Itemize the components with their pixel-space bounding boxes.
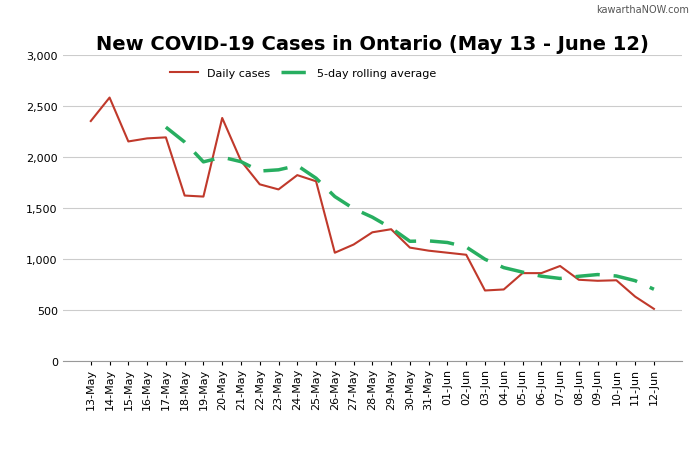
5-day rolling average (443, 240, 452, 246)
Daily cases (594, 278, 602, 284)
Daily cases (368, 230, 377, 236)
5-day rolling average (387, 226, 395, 232)
Daily cases (481, 288, 489, 294)
Daily cases (312, 179, 320, 185)
5-day rolling average (594, 272, 602, 278)
Line: Daily cases: Daily cases (90, 98, 654, 309)
5-day rolling average (237, 160, 245, 165)
5-day rolling average (349, 206, 358, 212)
Title: New COVID-19 Cases in Ontario (May 13 - June 12): New COVID-19 Cases in Ontario (May 13 - … (96, 35, 649, 54)
5-day rolling average (368, 215, 377, 220)
5-day rolling average (500, 265, 508, 271)
Daily cases (199, 194, 207, 200)
Daily cases (218, 116, 226, 121)
5-day rolling average (519, 270, 527, 275)
Daily cases (274, 187, 283, 193)
Daily cases (500, 287, 508, 293)
Daily cases (237, 159, 245, 164)
Daily cases (612, 278, 621, 283)
Daily cases (293, 173, 301, 179)
5-day rolling average (218, 155, 226, 161)
5-day rolling average (331, 194, 339, 200)
5-day rolling average (180, 140, 189, 145)
Daily cases (537, 271, 546, 276)
5-day rolling average (425, 238, 433, 244)
Line: 5-day rolling average: 5-day rolling average (166, 128, 654, 290)
Text: kawarthaNOW.com: kawarthaNOW.com (596, 5, 689, 15)
Daily cases (406, 245, 414, 251)
5-day rolling average (575, 274, 583, 280)
Daily cases (143, 136, 151, 142)
Daily cases (443, 250, 452, 256)
Daily cases (425, 248, 433, 254)
5-day rolling average (481, 257, 489, 263)
Daily cases (349, 242, 358, 248)
5-day rolling average (312, 176, 320, 181)
5-day rolling average (293, 163, 301, 169)
Daily cases (556, 263, 564, 269)
Daily cases (124, 139, 132, 145)
Daily cases (631, 294, 640, 300)
Daily cases (519, 271, 527, 276)
5-day rolling average (199, 160, 207, 165)
Daily cases (650, 307, 658, 312)
5-day rolling average (161, 125, 170, 131)
5-day rolling average (631, 278, 640, 284)
5-day rolling average (612, 274, 621, 279)
5-day rolling average (462, 244, 470, 250)
Daily cases (255, 182, 264, 188)
5-day rolling average (650, 287, 658, 293)
Legend: Daily cases, 5-day rolling average: Daily cases, 5-day rolling average (166, 64, 441, 83)
Daily cases (331, 250, 339, 256)
5-day rolling average (255, 169, 264, 175)
Daily cases (387, 227, 395, 232)
Daily cases (161, 135, 170, 141)
Daily cases (180, 194, 189, 199)
Daily cases (105, 95, 113, 101)
Daily cases (575, 277, 583, 283)
5-day rolling average (406, 239, 414, 244)
Daily cases (86, 119, 95, 125)
5-day rolling average (556, 276, 564, 282)
Daily cases (462, 252, 470, 258)
5-day rolling average (274, 168, 283, 173)
5-day rolling average (537, 274, 546, 279)
